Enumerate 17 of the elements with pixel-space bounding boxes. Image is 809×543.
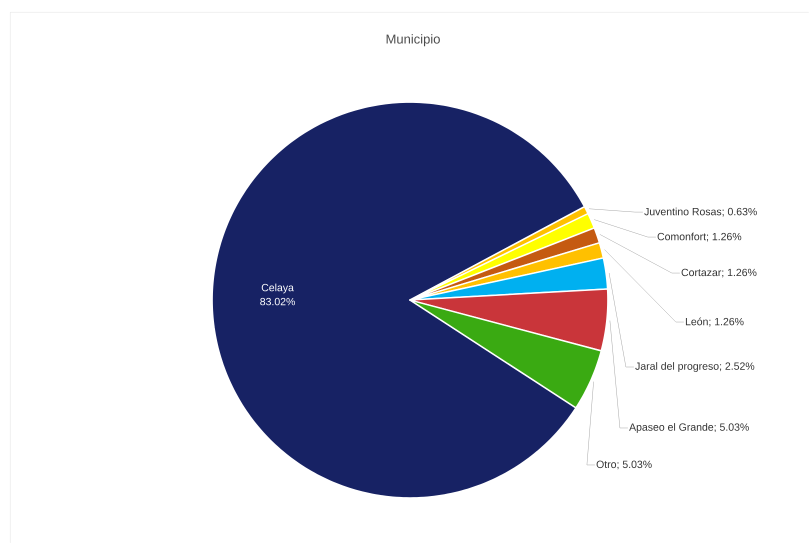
data-label: 83.02% [260,298,295,306]
chart-title: Municipio [386,34,440,46]
slice-label: Apaseo el Grande [629,423,714,433]
slice-label: Jaral del progreso [635,362,719,372]
data-label: ; 0.63% [722,208,757,217]
data-label: ; 5.03% [714,423,749,432]
data-label: ; 1.26% [709,318,744,327]
slice-label: Otro [596,460,616,468]
slice-label: Comonfort [658,232,706,240]
data-label: ; 1.26% [707,232,742,242]
slice-label: Celaya [262,284,294,294]
slice-label: Juventino Rosas [644,208,722,216]
data-label: ; 5.03% [617,460,652,470]
slice-label: León [686,317,708,326]
slice-label: Cortazar [682,268,722,276]
data-label: ; 2.52% [720,362,754,372]
data-label: ; 1.26% [722,268,757,278]
